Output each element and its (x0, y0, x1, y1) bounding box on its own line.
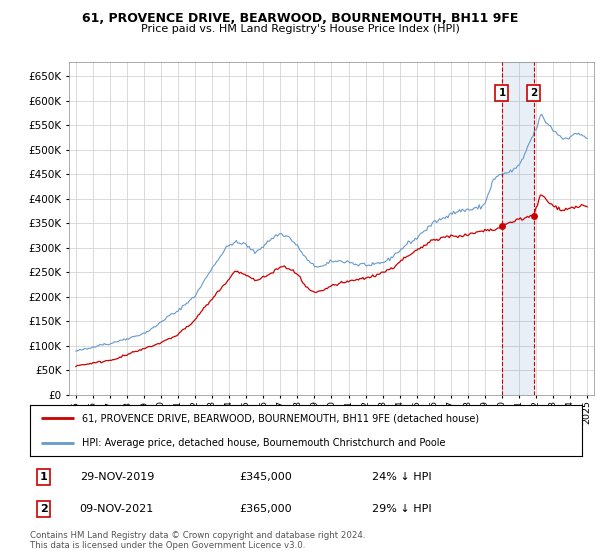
Text: HPI: Average price, detached house, Bournemouth Christchurch and Poole: HPI: Average price, detached house, Bour… (82, 438, 446, 448)
Text: 61, PROVENCE DRIVE, BEARWOOD, BOURNEMOUTH, BH11 9FE (detached house): 61, PROVENCE DRIVE, BEARWOOD, BOURNEMOUT… (82, 413, 479, 423)
Text: Contains HM Land Registry data © Crown copyright and database right 2024.
This d: Contains HM Land Registry data © Crown c… (30, 531, 365, 550)
Text: 1: 1 (499, 88, 506, 98)
Text: 09-NOV-2021: 09-NOV-2021 (80, 504, 154, 514)
Text: 61, PROVENCE DRIVE, BEARWOOD, BOURNEMOUTH, BH11 9FE: 61, PROVENCE DRIVE, BEARWOOD, BOURNEMOUT… (82, 12, 518, 25)
Text: 1: 1 (40, 472, 47, 482)
Text: 29-NOV-2019: 29-NOV-2019 (80, 472, 154, 482)
Text: 29% ↓ HPI: 29% ↓ HPI (372, 504, 432, 514)
Bar (502, 62, 534, 395)
Text: £345,000: £345,000 (240, 472, 293, 482)
Text: 2: 2 (530, 88, 538, 98)
Text: Price paid vs. HM Land Registry's House Price Index (HPI): Price paid vs. HM Land Registry's House … (140, 24, 460, 34)
Text: 24% ↓ HPI: 24% ↓ HPI (372, 472, 432, 482)
Text: £365,000: £365,000 (240, 504, 292, 514)
Text: 2: 2 (40, 504, 47, 514)
